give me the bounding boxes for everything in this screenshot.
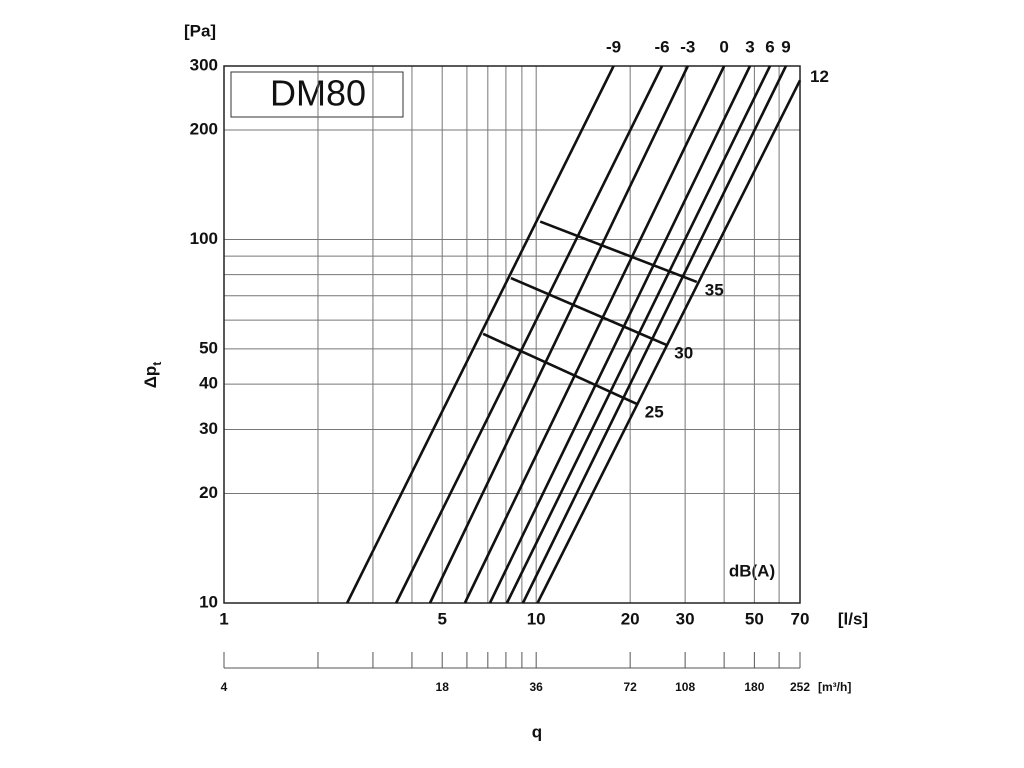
line-label: 30 bbox=[674, 343, 693, 362]
x2-unit: [m³/h] bbox=[818, 680, 851, 694]
line-label: -9 bbox=[606, 37, 621, 56]
x-tick-label: 5 bbox=[437, 609, 446, 628]
y-tick-label: 100 bbox=[190, 229, 218, 248]
line-label: 9 bbox=[781, 37, 790, 56]
x2-tick-label: 108 bbox=[675, 680, 695, 694]
x-tick-label: 10 bbox=[527, 609, 546, 628]
y-tick-label: 20 bbox=[199, 483, 218, 502]
line-label: 3 bbox=[745, 37, 754, 56]
x-label: q bbox=[532, 722, 542, 741]
y-tick-label: 300 bbox=[190, 55, 218, 74]
line-label: -6 bbox=[654, 37, 669, 56]
x-tick-label: 50 bbox=[745, 609, 764, 628]
x-tick-label: 20 bbox=[621, 609, 640, 628]
x2-tick-label: 4 bbox=[221, 680, 228, 694]
y-tick-label: 200 bbox=[190, 120, 218, 139]
x-tick-label: 70 bbox=[791, 609, 810, 628]
dba-line bbox=[539, 220, 698, 284]
x2-tick-label: 72 bbox=[623, 680, 637, 694]
plot-frame bbox=[223, 65, 801, 604]
y-label: Δpt bbox=[141, 362, 164, 389]
x2-tick-label: 18 bbox=[436, 680, 450, 694]
line-label: -3 bbox=[680, 37, 695, 56]
y-label-text: Δpt bbox=[141, 362, 164, 389]
x-tick-label: 1 bbox=[219, 609, 228, 628]
y-tick-label: 10 bbox=[199, 592, 218, 611]
curve bbox=[536, 79, 802, 604]
y-label-main: Δp bbox=[141, 366, 160, 389]
x2-tick-label: 180 bbox=[744, 680, 764, 694]
curve bbox=[488, 65, 752, 604]
line-label: 35 bbox=[705, 280, 724, 299]
curve bbox=[428, 65, 689, 604]
line-label: 12 bbox=[810, 67, 829, 86]
x2-tick-label: 36 bbox=[529, 680, 543, 694]
y-tick-label: 40 bbox=[199, 374, 218, 393]
y-unit: [Pa] bbox=[184, 21, 216, 40]
x2-tick-label: 252 bbox=[790, 680, 810, 694]
y-label-sub: t bbox=[150, 362, 164, 366]
x-tick-label: 30 bbox=[676, 609, 695, 628]
y-tick-label: 50 bbox=[199, 338, 218, 357]
y-tick-label: 30 bbox=[199, 419, 218, 438]
title-box bbox=[230, 71, 404, 118]
curve bbox=[521, 65, 788, 604]
curve bbox=[345, 65, 615, 604]
annotation: dB(A) bbox=[729, 561, 775, 580]
curve bbox=[394, 65, 664, 604]
dba-line bbox=[482, 332, 638, 406]
line-label: 0 bbox=[719, 37, 728, 56]
x-unit: [l/s] bbox=[838, 609, 868, 628]
line-label: 25 bbox=[645, 402, 664, 421]
line-label: 6 bbox=[765, 37, 774, 56]
curve bbox=[505, 65, 772, 604]
curve bbox=[463, 65, 726, 604]
dba-line bbox=[510, 276, 667, 347]
